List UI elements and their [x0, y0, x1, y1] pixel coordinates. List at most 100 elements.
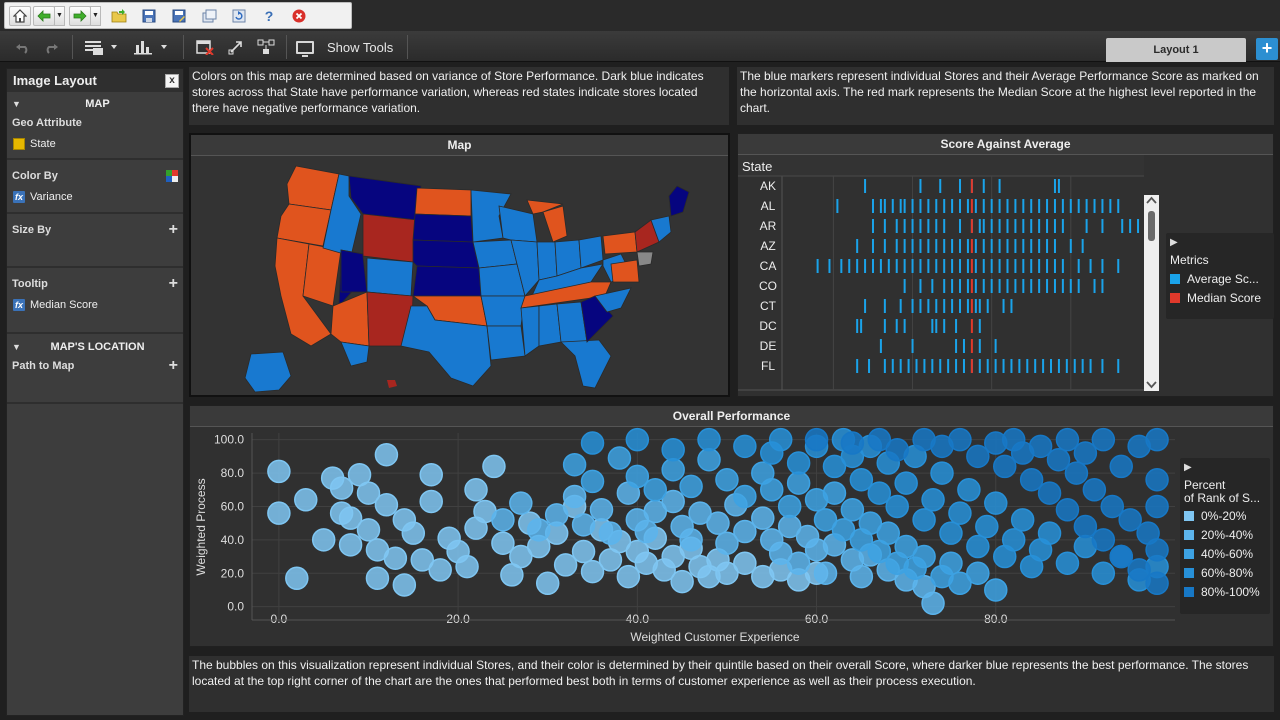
store-bubble[interactable] — [294, 488, 318, 512]
store-bubble[interactable] — [1019, 468, 1044, 492]
show-tools-button[interactable]: Show Tools — [296, 36, 393, 58]
store-bubble[interactable] — [804, 427, 829, 452]
average-score-marker[interactable] — [864, 259, 867, 273]
average-score-marker[interactable] — [1101, 279, 1104, 293]
average-score-marker[interactable] — [828, 259, 831, 273]
average-score-marker[interactable] — [974, 239, 977, 253]
average-score-marker[interactable] — [978, 359, 981, 373]
score-against-average-panel[interactable]: Score Against Average State AK AL AR AZ CA CO… — [737, 133, 1274, 397]
average-score-marker[interactable] — [895, 219, 898, 233]
average-score-marker[interactable] — [911, 339, 914, 353]
average-score-marker[interactable] — [1129, 219, 1132, 233]
average-score-marker[interactable] — [943, 319, 946, 333]
average-score-marker[interactable] — [895, 239, 898, 253]
store-bubble[interactable] — [1064, 461, 1089, 485]
average-score-marker[interactable] — [990, 199, 993, 213]
store-bubble[interactable] — [509, 491, 533, 515]
average-score-marker[interactable] — [879, 259, 882, 273]
average-score-marker[interactable] — [998, 179, 1001, 193]
average-score-marker[interactable] — [1069, 279, 1072, 293]
average-score-marker[interactable] — [856, 239, 859, 253]
median-score-marker[interactable] — [970, 199, 973, 213]
average-score-marker[interactable] — [1117, 259, 1120, 273]
store-bubble[interactable] — [643, 478, 668, 502]
store-bubble[interactable] — [329, 476, 354, 500]
average-score-marker[interactable] — [966, 239, 969, 253]
average-score-marker[interactable] — [959, 299, 962, 313]
average-score-marker[interactable] — [1061, 279, 1064, 293]
average-score-marker[interactable] — [994, 359, 997, 373]
average-score-marker[interactable] — [951, 259, 954, 273]
store-bubble[interactable] — [1118, 508, 1142, 532]
average-score-marker[interactable] — [998, 279, 1001, 293]
store-bubble[interactable] — [786, 471, 811, 495]
store-bubble[interactable] — [858, 511, 883, 535]
store-bubble[interactable] — [562, 484, 587, 509]
store-bubble[interactable] — [984, 491, 1008, 515]
store-bubble[interactable] — [733, 434, 757, 459]
average-score-marker[interactable] — [895, 319, 898, 333]
help-icon[interactable]: ? — [264, 7, 274, 24]
average-score-marker[interactable] — [935, 319, 938, 333]
average-score-marker[interactable] — [903, 319, 906, 333]
average-score-marker[interactable] — [895, 259, 898, 273]
average-score-marker[interactable] — [1085, 219, 1088, 233]
average-score-marker[interactable] — [998, 239, 1001, 253]
store-bubble[interactable] — [1010, 508, 1035, 532]
legend-item[interactable]: 80%-100% — [1184, 582, 1266, 601]
average-score-marker[interactable] — [1018, 359, 1021, 373]
average-score-marker[interactable] — [982, 179, 985, 193]
average-score-marker[interactable] — [1121, 219, 1124, 233]
average-score-marker[interactable] — [1030, 279, 1033, 293]
median-score-marker[interactable] — [970, 259, 973, 273]
store-bubble[interactable] — [616, 564, 641, 589]
store-bubble[interactable] — [1055, 498, 1080, 522]
average-score-marker[interactable] — [1006, 199, 1009, 213]
store-bubble[interactable] — [867, 481, 892, 505]
store-bubble[interactable] — [894, 471, 918, 495]
store-bubble[interactable] — [553, 553, 578, 577]
insert-text-menu-icon[interactable] — [82, 36, 122, 58]
average-score-marker[interactable] — [927, 299, 930, 313]
store-bubble[interactable] — [285, 566, 309, 591]
store-bubble[interactable] — [786, 451, 811, 475]
average-score-marker[interactable] — [1014, 239, 1017, 253]
average-score-marker[interactable] — [919, 239, 922, 253]
average-score-marker[interactable] — [899, 199, 902, 213]
store-bubble[interactable] — [751, 506, 775, 530]
store-bubble[interactable] — [1091, 561, 1116, 585]
average-score-marker[interactable] — [1022, 219, 1025, 233]
store-bubble[interactable] — [777, 494, 802, 519]
store-bubble[interactable] — [733, 551, 757, 575]
overall-performance-panel[interactable]: Overall Performance 0.0 20.0 40.0 60.0 80.0 1… — [189, 405, 1274, 647]
average-score-marker[interactable] — [966, 279, 969, 293]
average-score-marker[interactable] — [935, 219, 938, 233]
store-bubble[interactable] — [975, 514, 999, 539]
average-score-marker[interactable] — [919, 299, 922, 313]
average-score-marker[interactable] — [974, 259, 977, 273]
average-score-marker[interactable] — [1093, 279, 1096, 293]
store-bubble[interactable] — [544, 503, 569, 527]
average-score-marker[interactable] — [994, 339, 997, 353]
legend-item[interactable]: 0%-20% — [1184, 506, 1266, 525]
average-score-marker[interactable] — [899, 359, 902, 373]
forward-dropdown-caret[interactable]: ▼ — [90, 5, 101, 26]
average-score-marker[interactable] — [974, 299, 977, 313]
average-score-marker[interactable] — [903, 199, 906, 213]
legend-expand-icon[interactable]: ▶ — [1184, 462, 1192, 473]
average-score-marker[interactable] — [1081, 359, 1084, 373]
average-score-marker[interactable] — [1046, 219, 1049, 233]
average-score-marker[interactable] — [990, 279, 993, 293]
store-bubble[interactable] — [867, 427, 892, 452]
store-bubble[interactable] — [365, 566, 390, 591]
arrange-icon[interactable] — [254, 36, 278, 58]
average-score-marker[interactable] — [986, 299, 989, 313]
average-score-marker[interactable] — [883, 319, 886, 333]
store-bubble[interactable] — [383, 546, 408, 570]
average-score-marker[interactable] — [927, 199, 930, 213]
average-score-marker[interactable] — [903, 219, 906, 233]
average-score-marker[interactable] — [1093, 199, 1096, 213]
average-score-marker[interactable] — [1085, 199, 1088, 213]
average-score-marker[interactable] — [955, 319, 958, 333]
score-description-text[interactable]: The blue markers represent individual St… — [737, 67, 1274, 125]
